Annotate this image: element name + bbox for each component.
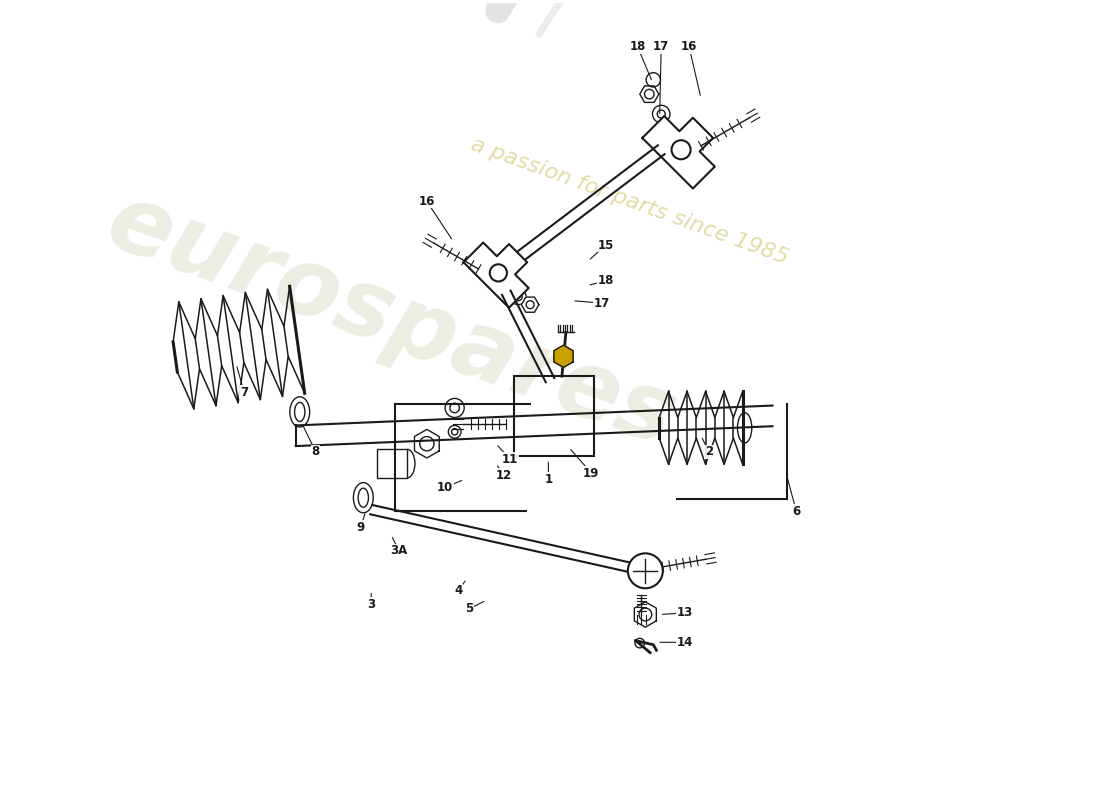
Text: 7: 7	[240, 386, 249, 398]
Text: 19: 19	[583, 466, 600, 479]
Polygon shape	[642, 116, 715, 189]
Text: 10: 10	[437, 481, 453, 494]
Text: 6: 6	[792, 505, 801, 518]
Text: eurospares: eurospares	[95, 175, 688, 466]
Bar	[515, 376, 594, 456]
Text: 8: 8	[311, 445, 320, 458]
Text: a passion for parts since 1985: a passion for parts since 1985	[468, 134, 791, 268]
Text: 1: 1	[544, 473, 552, 486]
Polygon shape	[635, 602, 657, 627]
Text: 16: 16	[419, 195, 435, 208]
Text: 18: 18	[597, 274, 614, 287]
Text: 11: 11	[503, 453, 518, 466]
Circle shape	[671, 140, 691, 159]
Text: 12: 12	[496, 469, 512, 482]
Text: 9: 9	[356, 521, 365, 534]
Text: 13: 13	[676, 606, 693, 619]
Circle shape	[628, 554, 663, 588]
Text: 3: 3	[367, 598, 375, 610]
Text: 16: 16	[681, 40, 697, 53]
Polygon shape	[640, 86, 659, 102]
Circle shape	[490, 264, 507, 282]
Polygon shape	[463, 242, 529, 308]
Text: 5: 5	[465, 602, 473, 615]
Text: 15: 15	[597, 238, 614, 251]
Text: 14: 14	[676, 636, 693, 649]
Polygon shape	[521, 297, 539, 312]
Polygon shape	[554, 345, 573, 367]
Text: 4: 4	[454, 584, 463, 597]
Text: 17: 17	[594, 297, 609, 310]
Text: 3A: 3A	[390, 545, 408, 558]
Bar	[377, 450, 407, 478]
Ellipse shape	[353, 482, 373, 513]
Text: 18: 18	[629, 40, 646, 53]
Text: 2: 2	[705, 445, 713, 458]
Text: 17: 17	[653, 40, 669, 53]
